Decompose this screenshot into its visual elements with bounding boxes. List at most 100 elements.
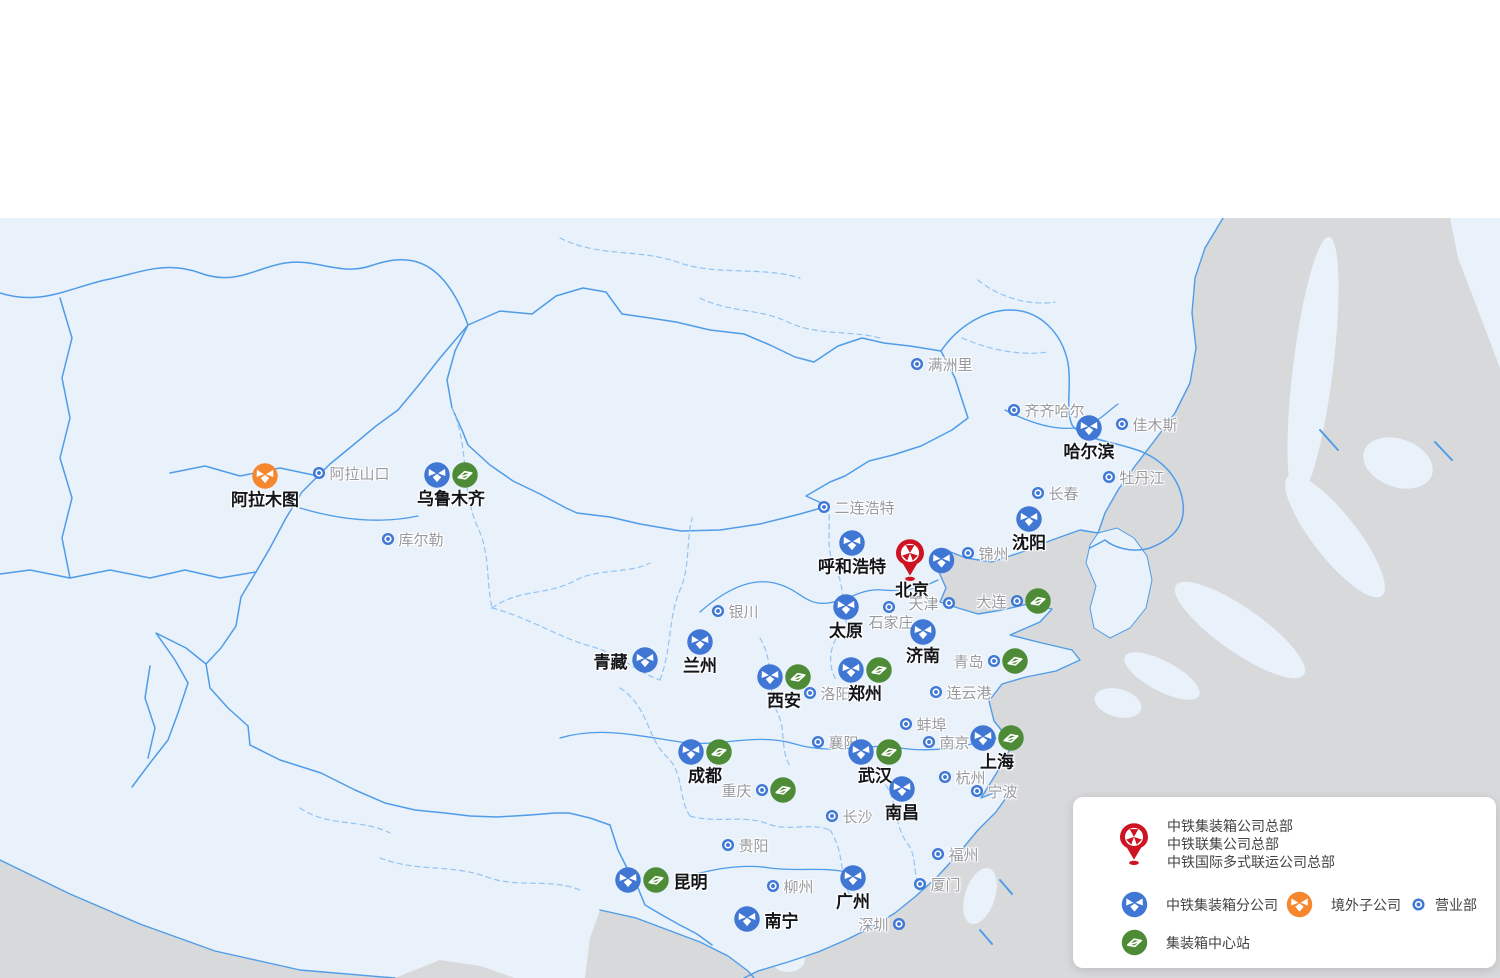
legend-terminal-label: 集装箱中心站	[1166, 935, 1250, 952]
city-marker-厦门[interactable]: 厦门	[914, 876, 961, 894]
city-marker-长春[interactable]: 长春	[1032, 485, 1079, 503]
sales-office-icon[interactable]	[900, 718, 913, 731]
branch-company-icon[interactable]	[615, 867, 642, 894]
city-label: 佳木斯	[1132, 415, 1178, 434]
city-marker-乌鲁木齐[interactable]: 乌鲁木齐	[417, 462, 485, 510]
city-marker-南京[interactable]: 南京	[923, 734, 970, 752]
city-marker-牡丹江[interactable]: 牡丹江	[1103, 469, 1165, 487]
city-marker-天津[interactable]: 天津	[908, 595, 956, 613]
sales-office-icon[interactable]	[812, 736, 825, 749]
sales-office-icon[interactable]	[712, 605, 725, 618]
city-marker-阿拉山口[interactable]: 阿拉山口	[313, 465, 390, 483]
overseas-subsidiary-icon	[1286, 891, 1313, 918]
city-marker-郑州[interactable]: 郑州	[838, 657, 893, 705]
city-marker-南宁[interactable]: 南宁	[734, 906, 799, 933]
branch-company-icon[interactable]	[734, 906, 761, 933]
branch-company-icon	[1121, 891, 1148, 918]
city-marker-哈尔滨[interactable]: 哈尔滨	[1064, 415, 1115, 463]
container-terminal-icon[interactable]	[1025, 588, 1052, 615]
city-label: 天津	[908, 594, 939, 613]
city-marker-南昌[interactable]: 南昌	[885, 776, 919, 824]
sales-office-icon[interactable]	[923, 736, 936, 749]
city-marker-襄阳[interactable]: 襄阳	[812, 734, 859, 752]
city-label: 连云港	[946, 683, 992, 702]
container-terminal-icon[interactable]	[1002, 648, 1029, 675]
city-marker-济南[interactable]: 济南	[906, 619, 940, 667]
city-label: 锦州	[978, 544, 1009, 563]
city-label: 哈尔滨	[1063, 442, 1115, 463]
city-marker-青岛[interactable]: 青岛	[953, 648, 1029, 675]
city-label: 青藏	[593, 652, 628, 673]
branch-company-icon[interactable]	[928, 547, 955, 574]
city-marker-兰州[interactable]: 兰州	[683, 629, 717, 677]
city-marker-昆明[interactable]: 昆明	[615, 867, 708, 894]
city-marker-满洲里[interactable]: 满洲里	[911, 356, 973, 374]
city-marker-福州[interactable]: 福州	[932, 846, 979, 864]
city-marker-大连[interactable]: 大连	[976, 588, 1052, 615]
sales-office-icon[interactable]	[1008, 404, 1021, 417]
city-marker-库尔勒[interactable]: 库尔勒	[382, 531, 444, 549]
sales-office-icon[interactable]	[939, 771, 952, 784]
city-marker-佳木斯[interactable]: 佳木斯	[1116, 416, 1178, 434]
city-marker-银川[interactable]: 银川	[712, 603, 759, 621]
sales-office-icon[interactable]	[804, 687, 817, 700]
sales-office-icon[interactable]	[962, 547, 975, 560]
city-marker-青藏[interactable]: 青藏	[594, 647, 659, 674]
city-label: 呼和浩特	[818, 557, 886, 578]
sales-office-icon[interactable]	[930, 686, 943, 699]
city-marker-广州[interactable]: 广州	[836, 865, 870, 913]
city-marker-武汉[interactable]: 武汉	[848, 739, 903, 787]
city-marker-深圳[interactable]: 深圳	[858, 916, 906, 934]
city-marker-阿拉木图[interactable]: 阿拉木图	[231, 463, 299, 511]
city-marker-杭州[interactable]: 杭州	[939, 769, 986, 787]
city-marker-西安[interactable]: 西安	[757, 664, 812, 712]
city-label: 上海	[980, 752, 1014, 773]
city-marker-锦州[interactable]: 锦州	[962, 545, 1009, 563]
city-marker-贵阳[interactable]: 贵阳	[722, 837, 769, 855]
city-marker-呼和浩特[interactable]: 呼和浩特	[818, 530, 886, 578]
city-marker-成都[interactable]: 成都	[678, 739, 733, 787]
city-marker-连云港[interactable]: 连云港	[930, 684, 992, 702]
sales-office-icon[interactable]	[767, 880, 780, 893]
city-marker-蚌埠[interactable]: 蚌埠	[900, 716, 947, 734]
city-marker-宁波[interactable]: 宁波	[971, 783, 1018, 801]
city-marker-柳州[interactable]: 柳州	[767, 878, 814, 896]
city-marker-沈阳[interactable]: 沈阳	[1012, 506, 1046, 554]
sales-office-icon[interactable]	[911, 358, 924, 371]
sales-office-icon[interactable]	[932, 848, 945, 861]
city-label: 太原	[829, 621, 863, 642]
sales-office-icon[interactable]	[1103, 471, 1116, 484]
city-label: 齐齐哈尔	[1024, 401, 1085, 420]
china-map	[0, 218, 1500, 978]
city-label: 长春	[1048, 484, 1079, 503]
sales-office-icon[interactable]	[313, 467, 326, 480]
city-marker-北京[interactable]: 北京	[893, 538, 955, 601]
sales-office-icon[interactable]	[988, 655, 1001, 668]
branch-company-icon[interactable]	[632, 647, 659, 674]
city-marker-洛阳[interactable]: 洛阳	[804, 685, 851, 703]
city-label: 济南	[906, 646, 940, 667]
sales-office-icon[interactable]	[893, 918, 906, 931]
sales-office-icon[interactable]	[722, 839, 735, 852]
container-terminal-icon	[1121, 929, 1148, 956]
sales-office-icon[interactable]	[382, 533, 395, 546]
sales-office-icon[interactable]	[826, 810, 839, 823]
sales-office-icon[interactable]	[971, 785, 984, 798]
sales-office-icon[interactable]	[914, 878, 927, 891]
sales-office-icon[interactable]	[1032, 487, 1045, 500]
sales-office-icon[interactable]	[818, 501, 831, 514]
city-marker-二连浩特[interactable]: 二连浩特	[818, 499, 895, 517]
city-marker-太原[interactable]: 太原	[829, 594, 863, 642]
sales-office-icon[interactable]	[756, 784, 769, 797]
city-marker-石家庄[interactable]: 石家庄	[868, 601, 914, 632]
sales-office-icon[interactable]	[943, 597, 956, 610]
city-marker-长沙[interactable]: 长沙	[826, 808, 873, 826]
city-marker-重庆[interactable]: 重庆	[721, 777, 797, 804]
container-terminal-icon[interactable]	[770, 777, 797, 804]
city-marker-上海[interactable]: 上海	[970, 725, 1025, 773]
container-terminal-icon[interactable]	[643, 867, 670, 894]
sales-office-icon[interactable]	[1011, 595, 1024, 608]
legend-row-companies: 中铁集装箱分公司 境外子公司 营业部	[1121, 891, 1477, 918]
sales-office-icon[interactable]	[1116, 418, 1129, 431]
city-marker-齐齐哈尔[interactable]: 齐齐哈尔	[1008, 402, 1085, 420]
